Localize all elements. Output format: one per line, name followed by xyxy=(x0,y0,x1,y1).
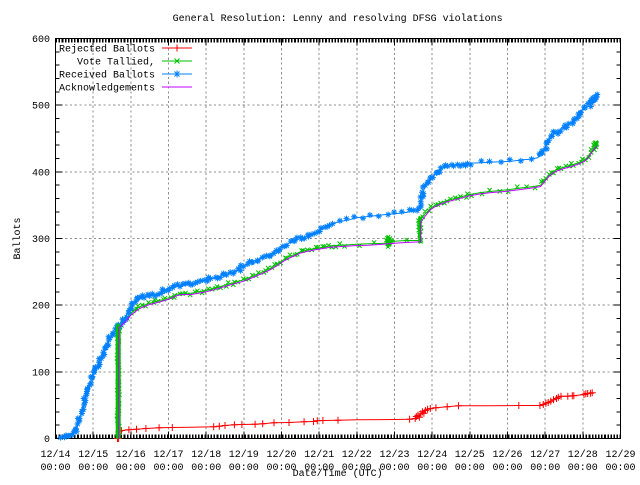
svg-text:00:00: 00:00 xyxy=(605,463,635,474)
svg-text:Rejected Ballots: Rejected Ballots xyxy=(59,44,155,56)
svg-text:300: 300 xyxy=(32,235,50,246)
svg-text:12/15: 12/15 xyxy=(78,449,108,461)
svg-text:00:00: 00:00 xyxy=(379,463,409,474)
svg-text:12/14: 12/14 xyxy=(40,449,70,461)
svg-text:200: 200 xyxy=(32,302,50,313)
svg-text:12/20: 12/20 xyxy=(266,449,296,461)
svg-text:12/21: 12/21 xyxy=(304,449,334,461)
svg-text:Ballots: Ballots xyxy=(12,217,24,259)
svg-text:12/19: 12/19 xyxy=(229,449,259,461)
svg-text:00:00: 00:00 xyxy=(191,463,221,474)
svg-text:Vote Tallied,: Vote Tallied, xyxy=(77,57,155,69)
svg-text:0: 0 xyxy=(44,435,50,446)
svg-text:00:00: 00:00 xyxy=(455,463,485,474)
svg-text:00:00: 00:00 xyxy=(266,463,296,474)
svg-text:00:00: 00:00 xyxy=(78,463,108,474)
svg-text:General Resolution: Lenny and: General Resolution: Lenny and resolving … xyxy=(173,13,503,25)
svg-text:12/18: 12/18 xyxy=(191,449,221,461)
svg-text:12/16: 12/16 xyxy=(116,449,146,461)
svg-text:12/23: 12/23 xyxy=(379,449,409,461)
svg-text:00:00: 00:00 xyxy=(40,463,70,474)
svg-text:12/28: 12/28 xyxy=(568,449,598,461)
svg-text:Date/Time (UTC): Date/Time (UTC) xyxy=(293,468,383,480)
svg-text:12/26: 12/26 xyxy=(492,449,522,461)
svg-text:12/25: 12/25 xyxy=(455,449,485,461)
svg-text:00:00: 00:00 xyxy=(153,463,183,474)
svg-text:Received Ballots: Received Ballots xyxy=(59,70,155,82)
svg-text:12/17: 12/17 xyxy=(153,449,183,461)
svg-text:100: 100 xyxy=(32,368,50,379)
svg-text:Acknowledgements: Acknowledgements xyxy=(59,83,155,95)
svg-text:12/27: 12/27 xyxy=(530,449,560,461)
svg-text:500: 500 xyxy=(32,102,50,113)
svg-text:00:00: 00:00 xyxy=(530,463,560,474)
svg-text:400: 400 xyxy=(32,168,50,179)
svg-text:00:00: 00:00 xyxy=(116,463,146,474)
svg-text:00:00: 00:00 xyxy=(229,463,259,474)
svg-text:00:00: 00:00 xyxy=(342,463,372,474)
svg-text:12/24: 12/24 xyxy=(417,449,447,461)
svg-text:12/29: 12/29 xyxy=(605,449,635,461)
svg-text:600: 600 xyxy=(32,35,50,46)
svg-text:00:00: 00:00 xyxy=(492,463,522,474)
svg-text:12/22: 12/22 xyxy=(342,449,372,461)
svg-text:00:00: 00:00 xyxy=(568,463,598,474)
svg-text:00:00: 00:00 xyxy=(417,463,447,474)
svg-text:00:00: 00:00 xyxy=(304,463,334,474)
